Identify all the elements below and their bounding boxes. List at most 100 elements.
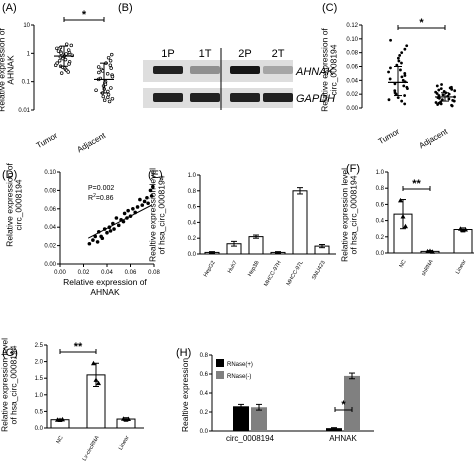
f-ylabel-line: Relative expression level (340, 168, 350, 262)
g-tick-label: 0.5 (35, 409, 44, 415)
c-ylabel: Relative expression ofcirc_0008194 (320, 28, 339, 112)
f-point (400, 214, 406, 219)
a-xcat-tumor: Tumor (35, 131, 60, 150)
f-ylabel: Relative expression levelof hsa_circ_000… (340, 168, 359, 262)
d-point (142, 199, 147, 204)
a-point-tumor (64, 42, 69, 46)
c-point-tumor (389, 66, 392, 70)
e-tick-label: 0.0 (188, 252, 197, 258)
d-point (138, 197, 142, 202)
a-ylabel: Relative expression ofAHNAK (0, 28, 16, 112)
c-point-tumor (393, 89, 397, 93)
a-point-tumor (64, 52, 68, 56)
a-point-adjacent (97, 70, 101, 75)
h-tick-label: 0.4 (200, 391, 209, 397)
e-ylabel-line: Realtive expression level (148, 168, 158, 262)
e-bar-mhcc-97l (292, 190, 308, 255)
g-xcat: NC (56, 435, 65, 445)
c-ylabel-line: Relative expression of (320, 28, 330, 112)
c-point-adjacent (435, 84, 439, 88)
g-xcat: Lv-circRNA (82, 435, 101, 462)
e-tick-label: 1.0 (188, 173, 197, 179)
wb-band-gapdh (230, 93, 260, 102)
a-point-adjacent (108, 63, 113, 67)
c-point-adjacent (447, 92, 451, 96)
d-point (145, 195, 149, 200)
c-point-tumor (398, 54, 402, 57)
h-ylabel-line: Realtive expression (180, 358, 190, 432)
e-bar-hep3b (248, 236, 264, 255)
c-point-tumor (405, 44, 409, 48)
d-ylabel: Relative expression ofcirc_0008194 (5, 163, 24, 247)
a-ylabel-line: Relative expression of (0, 28, 7, 112)
c-xcat-tumor: Tumor (377, 127, 402, 146)
e-xcat: Huh7 (227, 260, 239, 274)
h-legend-swatch (216, 359, 224, 367)
e-xcat: HepG2 (203, 260, 217, 278)
d-ylabel-line: circ_0008194 (14, 179, 24, 230)
f-tick-label: 1.0 (376, 170, 385, 176)
a-point-adjacent (109, 86, 113, 90)
g-xcat: Linear (118, 435, 131, 451)
d-tick-label: 0.02 (78, 270, 90, 276)
d-point (126, 208, 130, 213)
d-stat-p: P=0.002 (88, 185, 114, 192)
f-tick-label: 0.2 (376, 235, 385, 241)
c-point-tumor (403, 72, 407, 75)
c-point-tumor (395, 63, 399, 67)
a-point-tumor (66, 70, 70, 74)
a-point-adjacent (106, 95, 110, 100)
a-point-adjacent (101, 94, 106, 99)
wb-band-ahnak (190, 66, 220, 74)
e-xcat: MHCC-97H (263, 260, 282, 288)
h-xcat: circ_0008194 (226, 434, 275, 443)
d-point (112, 227, 116, 231)
c-point-tumor (403, 74, 407, 77)
c-point-adjacent (450, 87, 454, 91)
c-point-adjacent (453, 89, 457, 93)
d-point (108, 229, 113, 233)
g-significance: ** (74, 341, 83, 353)
c-point-adjacent (440, 98, 444, 102)
c-tick-label: 0.12 (346, 23, 358, 29)
f-tick-label: 0.0 (376, 251, 385, 257)
d-stat-r2: R2=0.86 (88, 193, 114, 202)
c-point-tumor (397, 59, 401, 63)
c-point-tumor (399, 68, 402, 72)
c-point-tumor (400, 51, 404, 55)
panel-label-d: (D) (2, 169, 17, 181)
c-point-tumor (403, 102, 407, 106)
h-bar-rnase-minus (251, 407, 267, 431)
g-ylabel-line: Relative expression level (0, 338, 10, 432)
c-point-adjacent (441, 93, 445, 97)
d-tick-label: 0.08 (44, 188, 56, 194)
f-point (398, 197, 403, 203)
wb-band-ahnak (230, 66, 260, 74)
c-point-adjacent (437, 94, 441, 97)
d-tick-label: 0.08 (148, 270, 160, 276)
c-tick-label: 0.02 (346, 92, 358, 98)
f-bar-linear (453, 229, 473, 254)
a-point-adjacent (96, 65, 101, 69)
c-point-tumor (400, 61, 403, 65)
e-xcat: MHCC-97L (286, 260, 305, 287)
g-ylabel: Relative expression levelof hsa_circ_000… (0, 338, 19, 432)
h-bar-rnase-plus (233, 406, 249, 431)
d-point (131, 207, 135, 211)
a-ylabel-line: AHNAK (6, 55, 16, 85)
f-point (430, 249, 435, 254)
h-tick-label: 0.6 (200, 372, 209, 378)
a-point-adjacent (94, 88, 98, 92)
f-point (403, 223, 408, 229)
wb-band-gapdh (263, 93, 293, 102)
f-tick-label: 0.6 (376, 202, 385, 208)
d-point (135, 205, 140, 209)
a-point-adjacent (106, 55, 111, 60)
c-point-tumor (400, 99, 404, 103)
wb-band-ahnak (153, 66, 183, 74)
a-point-adjacent (110, 74, 115, 79)
d-stat-r2-value: =0.86 (96, 195, 114, 202)
d-point (87, 241, 92, 246)
panel-label-c: (C) (322, 2, 337, 14)
